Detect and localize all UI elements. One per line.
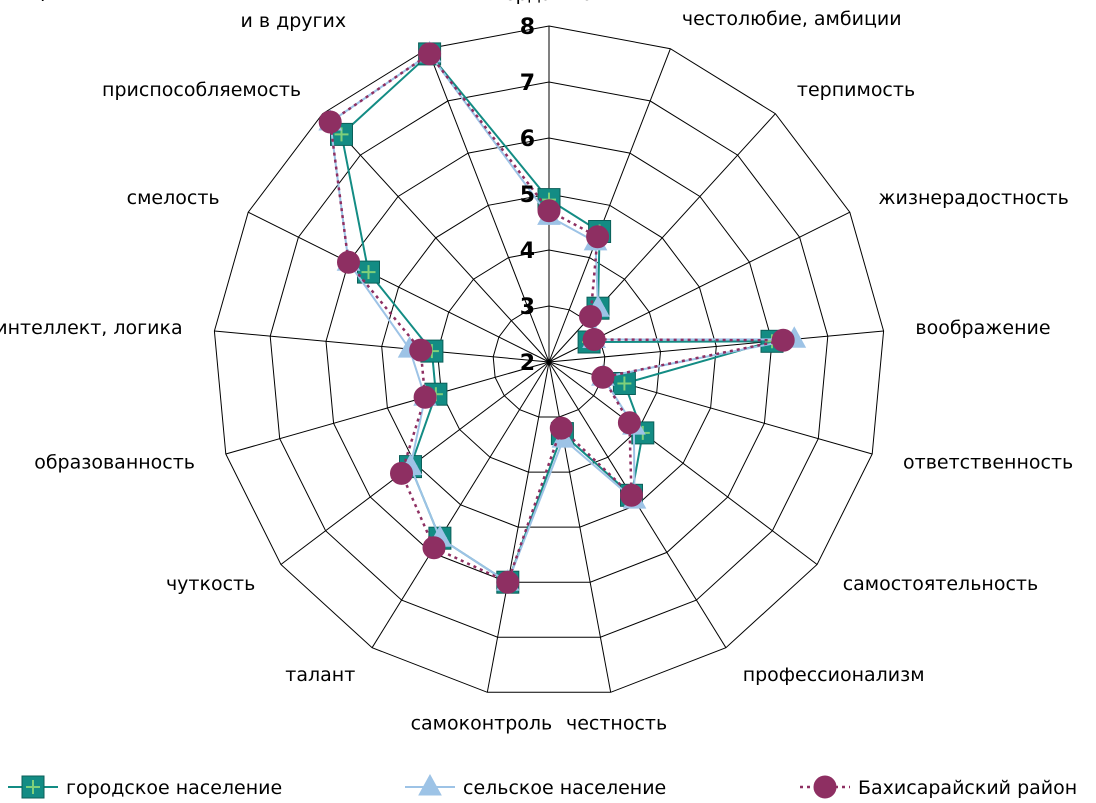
grid-ring bbox=[325, 137, 773, 583]
grid-spoke bbox=[225, 361, 550, 455]
category-label: самоконтроль bbox=[411, 713, 553, 735]
series-1 bbox=[318, 40, 807, 591]
data-point-series-2 bbox=[422, 536, 446, 560]
tick-label: 3 bbox=[520, 295, 535, 320]
data-point-series-2 bbox=[579, 305, 602, 328]
tick-labels: 2 3 4 5 6 7 8 bbox=[520, 15, 535, 376]
series-line bbox=[340, 52, 773, 584]
grid-ring bbox=[381, 193, 717, 528]
category-label: образованность bbox=[34, 452, 195, 474]
data-point-series-2 bbox=[537, 199, 561, 223]
series-0 bbox=[330, 42, 784, 594]
grid-spoke bbox=[247, 211, 550, 363]
grid-ring bbox=[213, 25, 885, 693]
category-label: воображение bbox=[915, 317, 1050, 339]
tick-label: 6 bbox=[520, 127, 535, 152]
category-label: честность bbox=[566, 713, 667, 735]
category-label: талант bbox=[285, 664, 355, 686]
category-label: профессионализм bbox=[743, 664, 925, 686]
data-point-series-2 bbox=[413, 385, 437, 409]
legend-label: городское население bbox=[66, 777, 282, 799]
grid-spoke bbox=[548, 330, 884, 363]
tick-label: 5 bbox=[520, 183, 535, 208]
category-labels: твердая воля честолюбие, амбиции терпимост… bbox=[0, 0, 1073, 735]
data-point-legend bbox=[813, 775, 837, 799]
category-label: смелость bbox=[127, 187, 220, 209]
series-layer bbox=[318, 40, 807, 594]
legend-label: сельское население bbox=[463, 777, 666, 799]
data-point-series-2 bbox=[409, 338, 433, 362]
category-label: жизнерадостность bbox=[878, 187, 1068, 209]
data-point-series-2 bbox=[771, 328, 795, 352]
category-label: твердая воля bbox=[482, 0, 617, 5]
legend: городское население сельское население Бах… bbox=[8, 773, 1077, 799]
data-point-series-2 bbox=[549, 416, 573, 440]
legend-item: сельское население bbox=[405, 773, 666, 799]
category-label: приспособляемость bbox=[102, 79, 301, 101]
grid-ring bbox=[269, 81, 829, 638]
data-point-series-2 bbox=[390, 461, 413, 485]
grid-spoke bbox=[486, 361, 550, 693]
category-label: ответственность bbox=[903, 452, 1073, 474]
category-label: интеллект, логика bbox=[0, 317, 183, 339]
series-line bbox=[328, 52, 784, 584]
grid-spoke bbox=[548, 48, 671, 363]
series-line bbox=[329, 52, 795, 584]
grid-layer bbox=[213, 25, 885, 693]
tick-label: 4 bbox=[520, 239, 535, 264]
category-label: честолюбие, амбиции bbox=[682, 8, 902, 30]
data-point-legend bbox=[418, 773, 442, 796]
category-label: чуткость bbox=[166, 573, 255, 595]
tick-label: 8 bbox=[520, 15, 535, 40]
grid-spoke bbox=[214, 330, 550, 363]
grid-spoke bbox=[427, 48, 550, 363]
data-point-series-2 bbox=[582, 328, 606, 351]
data-point-series-2 bbox=[337, 250, 360, 274]
data-point-series-2 bbox=[591, 365, 615, 389]
data-point-series-2 bbox=[586, 225, 610, 249]
data-point-series-2 bbox=[496, 570, 520, 594]
grid-spoke bbox=[371, 361, 550, 648]
data-point-series-2 bbox=[617, 411, 641, 435]
legend-item: городское население bbox=[8, 775, 282, 799]
category-label: терпимость bbox=[797, 79, 915, 101]
category-label: самостоятельность bbox=[843, 573, 1038, 595]
data-point-series-2 bbox=[418, 42, 442, 66]
data-point-series-2 bbox=[620, 483, 643, 507]
category-label: непримиримость к недостаткам в себеи в д… bbox=[0, 0, 346, 32]
tick-label: 2 bbox=[520, 351, 535, 376]
legend-label: Бахисарайский район bbox=[858, 777, 1077, 799]
grid-spoke bbox=[548, 361, 818, 565]
data-point-series-2 bbox=[318, 110, 342, 134]
tick-label: 7 bbox=[520, 71, 535, 96]
series-2 bbox=[318, 42, 795, 594]
legend-item: Бахисарайский район bbox=[800, 775, 1077, 799]
grid-spoke bbox=[322, 113, 550, 363]
